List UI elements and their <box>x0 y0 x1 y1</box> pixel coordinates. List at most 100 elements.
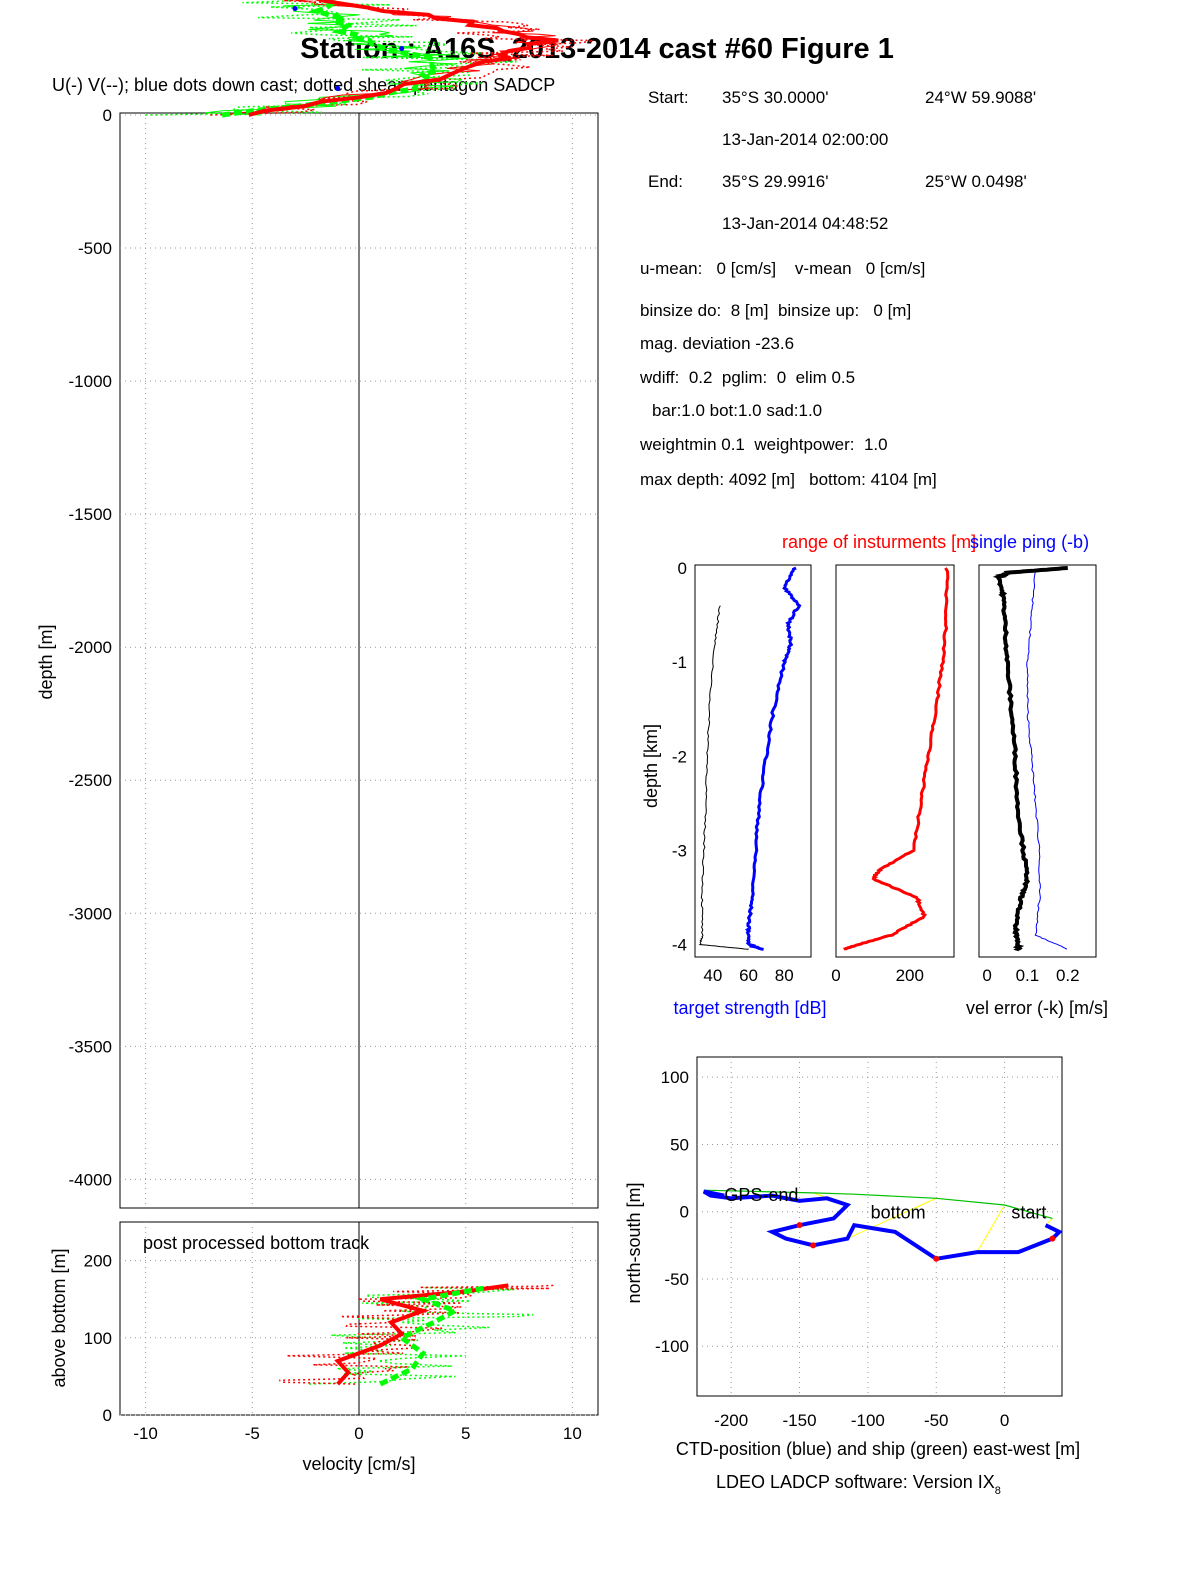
position-annotation: bottom <box>871 1202 926 1222</box>
velocity-error-xtick-label: 0 <box>982 966 991 985</box>
target-strength-ts-thin-line <box>698 605 749 950</box>
bt-u-line <box>334 1283 509 1386</box>
position-panel: -200 -150 -100 -50 0 100 50 0 -50 -100 GPS-end bott… <box>655 1056 1063 1430</box>
start-lon: 24°W 59.9088' <box>925 88 1036 107</box>
position-xtick-label: -200 <box>714 1411 748 1430</box>
ctd-track-line <box>702 1189 1063 1261</box>
info-wdiff: wdiff: 0.2 pglim: 0 elim 0.5 <box>639 368 855 387</box>
ctd-marker <box>933 1255 940 1262</box>
bottom-track-ytick-label: 200 <box>84 1252 112 1271</box>
position-ytick-label: 100 <box>661 1068 689 1087</box>
info-depth: max depth: 4092 [m] bottom: 4104 [m] <box>640 470 937 489</box>
downcast-dot <box>399 45 405 51</box>
ctd-marker <box>810 1242 817 1249</box>
position-annotation: start <box>1011 1202 1046 1222</box>
velocity-error-single-ping-line <box>1026 572 1068 950</box>
info-binsize: binsize do: 8 [m] binsize up: 0 [m] <box>640 301 911 320</box>
pos-ylabel: north-south [m] <box>624 1182 644 1303</box>
target-strength-panel: 40 60 80 0 -1 -2 -3 -4 <box>672 559 812 985</box>
instrument-range-range-line <box>843 567 950 951</box>
downcast-dot <box>335 85 341 91</box>
target-strength-ytick-label: -4 <box>672 936 687 955</box>
end-label: End: <box>648 172 683 191</box>
target-strength-ytick-label: 0 <box>678 559 687 578</box>
position-xtick-label: -50 <box>924 1411 949 1430</box>
target-strength-ts-line <box>745 566 802 951</box>
velocity-error-vel-err-line <box>992 566 1068 952</box>
position-plot-frame <box>696 1056 1063 1397</box>
single-ping-title: single ping (-b) <box>970 532 1089 552</box>
target-strength-ytick-label: -2 <box>672 747 687 766</box>
velocity-xtick-label: -10 <box>133 1424 158 1443</box>
start-lat: 35°S 30.0000' <box>722 88 828 107</box>
velocity-ytick-label: -3000 <box>69 904 112 923</box>
link-line <box>847 1197 937 1240</box>
end-lon: 25°W 0.0498' <box>925 172 1027 191</box>
position-ytick-label: 0 <box>680 1203 689 1222</box>
info-magdev: mag. deviation -23.6 <box>640 334 794 353</box>
start-label: Start: <box>648 88 689 107</box>
instrument-range-panel: 0 200 <box>831 564 955 985</box>
ship-track-line <box>703 1189 1053 1219</box>
figure-title: Station : A16S_2013-2014 cast #60 Figure… <box>300 33 894 65</box>
ctd-marker <box>1049 1235 1056 1242</box>
station-info: Start: 35°S 30.0000' 24°W 59.9088' 13-Ja… <box>639 88 1036 489</box>
info-bar: bar:1.0 bot:1.0 sad:1.0 <box>652 401 822 420</box>
range-title: range of insturments [m] <box>782 532 976 552</box>
bottom-track-ylabel: above bottom [m] <box>49 1248 69 1387</box>
position-xtick-label: -100 <box>851 1411 885 1430</box>
bt-v-line <box>379 1285 488 1387</box>
velocity-ytick-label: -2500 <box>69 771 112 790</box>
target-strength-ytick-label: -1 <box>672 653 687 672</box>
position-xtick-label: -150 <box>783 1411 817 1430</box>
target-strength-ytick-label: -3 <box>672 841 687 860</box>
end-lat: 35°S 29.9916' <box>722 172 828 191</box>
velocity-ytick-label: -2000 <box>69 638 112 657</box>
bottom-track-title: post processed bottom track <box>143 1233 370 1253</box>
ts-ylabel: depth [km] <box>641 724 661 808</box>
velocity-error-xtick-label: 0.2 <box>1056 966 1080 985</box>
ts-xlabel: target strength [dB] <box>673 998 826 1018</box>
bottom-track-ytick-label: 100 <box>84 1329 112 1348</box>
position-ytick-label: -50 <box>664 1270 689 1289</box>
velocity-ytick-label: -3500 <box>69 1037 112 1056</box>
velocity-xtick-label: -5 <box>245 1424 260 1443</box>
velocity-error-xtick-label: 0.1 <box>1016 966 1040 985</box>
target-strength-xtick-label: 60 <box>739 966 758 985</box>
position-ytick-label: -100 <box>655 1337 689 1356</box>
velocity-ytick-label: -500 <box>78 239 112 258</box>
end-time: 13-Jan-2014 04:48:52 <box>722 214 888 233</box>
instrument-range-xtick-label: 200 <box>896 966 924 985</box>
instrument-range-xtick-label: 0 <box>831 966 840 985</box>
target-strength-xtick-label: 40 <box>703 966 722 985</box>
velocity-ytick-label: -1000 <box>69 372 112 391</box>
velocity-profile-panel: 0 -500 -1000 -1500 -2000 -2500 -3000 -3500 -4000 <box>69 0 599 1209</box>
bt-u-shear-dotted <box>279 1284 555 1385</box>
target-strength-xtick-label: 80 <box>775 966 794 985</box>
position-annotation: GPS-end <box>724 1185 798 1205</box>
velocity-xtick-label: 10 <box>563 1424 582 1443</box>
velocity-xtick-label: 5 <box>461 1424 470 1443</box>
position-ytick-label: 50 <box>670 1135 689 1154</box>
velocity-error-frame <box>978 564 1097 958</box>
velocity-ytick-label: -1500 <box>69 505 112 524</box>
velocity-xtick-label: 0 <box>354 1424 363 1443</box>
ctd-marker <box>796 1222 803 1229</box>
velocity-xlabel: velocity [cm/s] <box>302 1454 415 1474</box>
footer-text: LDEO LADCP software: Version IX8 <box>716 1472 1001 1497</box>
link-line <box>976 1204 1006 1253</box>
pos-xlabel: CTD-position (blue) and ship (green) eas… <box>676 1439 1080 1459</box>
velocity-ytick-label: 0 <box>103 106 112 125</box>
info-weight: weightmin 0.1 weightpower: 1.0 <box>639 435 888 454</box>
velocity-error-panel: 0 0.1 0.2 <box>978 564 1097 985</box>
velocity-ytick-label: -4000 <box>69 1170 112 1189</box>
info-mean: u-mean: 0 [cm/s] v-mean 0 [cm/s] <box>640 259 925 278</box>
instrument-range-frame <box>835 564 955 958</box>
err-xlabel: vel error (-k) [m/s] <box>966 998 1108 1018</box>
start-time: 13-Jan-2014 02:00:00 <box>722 130 888 149</box>
downcast-dot <box>292 6 298 12</box>
position-xtick-label: 0 <box>1000 1411 1009 1430</box>
velocity-ylabel: depth [m] <box>36 624 56 699</box>
